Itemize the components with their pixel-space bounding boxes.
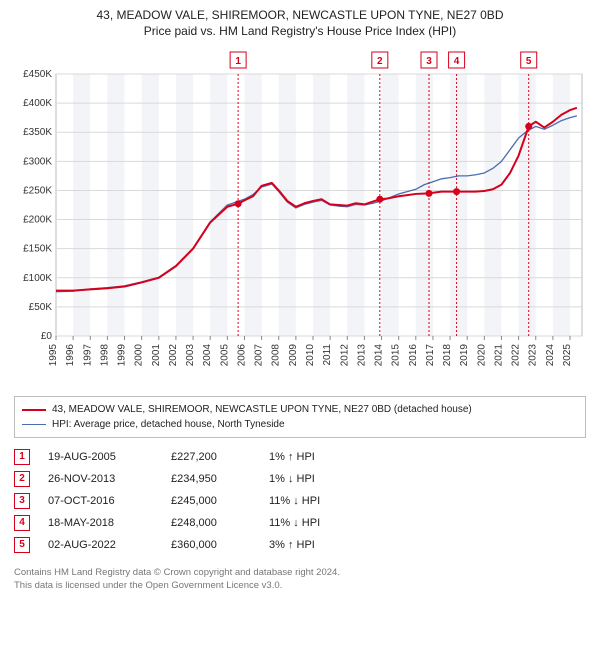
svg-text:1996: 1996 (65, 344, 76, 367)
svg-text:2015: 2015 (391, 344, 402, 367)
svg-text:£150K: £150K (23, 244, 52, 255)
sale-price: £234,950 (171, 473, 251, 485)
sale-delta: 1% ↑ HPI (269, 451, 364, 463)
sale-row: 4 18-MAY-2018 £248,000 11% ↓ HPI (14, 512, 586, 534)
svg-text:1999: 1999 (117, 344, 128, 367)
legend-row-2: HPI: Average price, detached house, Nort… (22, 417, 578, 432)
svg-text:2009: 2009 (288, 344, 299, 367)
svg-text:2005: 2005 (219, 344, 230, 367)
svg-text:2016: 2016 (408, 344, 419, 367)
sale-row: 2 26-NOV-2013 £234,950 1% ↓ HPI (14, 468, 586, 490)
svg-text:£450K: £450K (23, 69, 52, 80)
sale-delta: 11% ↓ HPI (269, 517, 364, 529)
svg-text:2014: 2014 (374, 344, 385, 367)
svg-text:2011: 2011 (322, 344, 333, 366)
svg-text:2010: 2010 (305, 344, 316, 367)
sale-date: 07-OCT-2016 (48, 495, 153, 507)
sale-price: £360,000 (171, 539, 251, 551)
svg-text:£200K: £200K (23, 215, 52, 226)
sale-date: 19-AUG-2005 (48, 451, 153, 463)
svg-text:2013: 2013 (356, 344, 367, 367)
svg-text:2008: 2008 (271, 344, 282, 367)
footer: Contains HM Land Registry data © Crown c… (14, 566, 586, 593)
sale-date: 26-NOV-2013 (48, 473, 153, 485)
svg-text:£350K: £350K (23, 127, 52, 138)
sale-marker-number: 2 (14, 471, 30, 487)
svg-text:2017: 2017 (425, 344, 436, 367)
legend-label-2: HPI: Average price, detached house, Nort… (52, 417, 285, 432)
svg-text:2024: 2024 (545, 344, 556, 367)
svg-text:2020: 2020 (476, 344, 487, 367)
svg-text:2021: 2021 (493, 344, 504, 367)
sale-marker-number: 4 (14, 515, 30, 531)
footer-line-1: Contains HM Land Registry data © Crown c… (14, 566, 586, 579)
sale-row: 5 02-AUG-2022 £360,000 3% ↑ HPI (14, 534, 586, 556)
svg-text:2006: 2006 (236, 344, 247, 367)
svg-text:2002: 2002 (168, 344, 179, 367)
sales-list: 1 19-AUG-2005 £227,200 1% ↑ HPI 2 26-NOV-2013… (14, 446, 586, 556)
sale-row: 3 07-OCT-2016 £245,000 11% ↓ HPI (14, 490, 586, 512)
sale-price: £245,000 (171, 495, 251, 507)
svg-text:2019: 2019 (459, 344, 470, 367)
svg-text:£400K: £400K (23, 98, 52, 109)
svg-text:£250K: £250K (23, 185, 52, 196)
sale-date: 02-AUG-2022 (48, 539, 153, 551)
svg-text:1995: 1995 (48, 344, 59, 367)
svg-text:£0: £0 (41, 331, 53, 342)
title-line-1: 43, MEADOW VALE, SHIREMOOR, NEWCASTLE UP… (10, 8, 590, 22)
svg-text:2012: 2012 (339, 344, 350, 367)
chart-svg: £0 £50K £100K £150K £200K £250K £300K £350K £400… (10, 46, 590, 386)
legend-label-1: 43, MEADOW VALE, SHIREMOOR, NEWCASTLE UP… (52, 402, 472, 417)
legend-row-1: 43, MEADOW VALE, SHIREMOOR, NEWCASTLE UP… (22, 402, 578, 417)
svg-text:4: 4 (454, 56, 460, 67)
svg-text:5: 5 (526, 56, 532, 67)
svg-text:2003: 2003 (185, 344, 196, 367)
svg-text:2018: 2018 (442, 344, 453, 367)
svg-text:2022: 2022 (511, 344, 522, 367)
legend: 43, MEADOW VALE, SHIREMOOR, NEWCASTLE UP… (14, 396, 586, 438)
svg-text:1998: 1998 (99, 344, 110, 367)
svg-text:2007: 2007 (254, 344, 265, 367)
svg-text:£300K: £300K (23, 156, 52, 167)
title-line-2: Price paid vs. HM Land Registry's House … (10, 24, 590, 38)
sale-date: 18-MAY-2018 (48, 517, 153, 529)
svg-text:2004: 2004 (202, 344, 213, 367)
footer-line-2: This data is licensed under the Open Gov… (14, 579, 586, 592)
svg-text:£100K: £100K (23, 273, 52, 284)
sale-delta: 3% ↑ HPI (269, 539, 364, 551)
sale-row: 1 19-AUG-2005 £227,200 1% ↑ HPI (14, 446, 586, 468)
legend-swatch-2 (22, 424, 46, 425)
sale-price: £227,200 (171, 451, 251, 463)
price-chart: £0 £50K £100K £150K £200K £250K £300K £350K £400… (10, 46, 590, 386)
sale-marker-number: 3 (14, 493, 30, 509)
sale-marker-number: 1 (14, 449, 30, 465)
svg-text:2000: 2000 (134, 344, 145, 367)
svg-text:2001: 2001 (151, 344, 162, 367)
sale-delta: 11% ↓ HPI (269, 495, 364, 507)
sale-price: £248,000 (171, 517, 251, 529)
svg-text:3: 3 (426, 56, 432, 67)
svg-text:1: 1 (235, 56, 241, 67)
svg-text:2: 2 (377, 56, 383, 67)
sale-marker-number: 5 (14, 537, 30, 553)
svg-text:£50K: £50K (29, 302, 53, 313)
svg-text:2023: 2023 (528, 344, 539, 367)
legend-swatch-1 (22, 409, 46, 411)
svg-text:1997: 1997 (82, 344, 93, 367)
svg-text:2025: 2025 (562, 344, 573, 367)
sale-delta: 1% ↓ HPI (269, 473, 364, 485)
